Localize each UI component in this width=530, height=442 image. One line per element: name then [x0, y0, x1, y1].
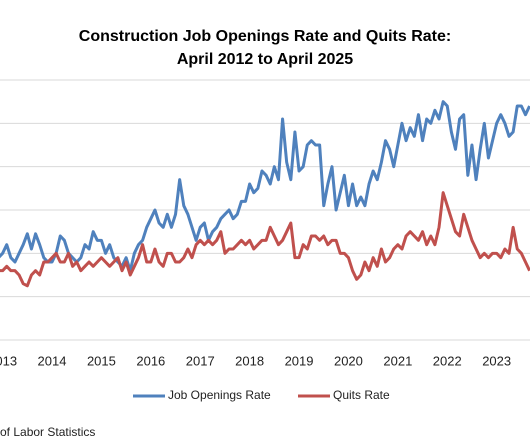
legend-label: Quits Rate	[333, 388, 390, 402]
x-tick-label: 2017	[186, 353, 215, 368]
legend-label: Job Openings Rate	[168, 388, 271, 402]
x-tick-label: 2021	[383, 353, 412, 368]
plot-area	[0, 100, 530, 288]
chart-subtitle: April 2012 to April 2025	[177, 51, 353, 68]
x-tick-label: 2022	[433, 353, 462, 368]
x-tick-label: 2015	[87, 353, 116, 368]
data-line	[0, 100, 530, 273]
x-tick-label: 2019	[285, 353, 314, 368]
x-tick-label: 2020	[334, 353, 363, 368]
x-tick-label: 2023	[482, 353, 511, 368]
x-tick-label: 2014	[38, 353, 67, 368]
data-line	[0, 191, 530, 288]
x-tick-label: 2018	[235, 353, 264, 368]
x-tick-label: 2016	[136, 353, 165, 368]
source-note: of Labor Statistics	[0, 425, 95, 439]
x-tick-label: 2013	[0, 353, 17, 368]
chart-title: Construction Job Openings Rate and Quits…	[79, 28, 451, 45]
